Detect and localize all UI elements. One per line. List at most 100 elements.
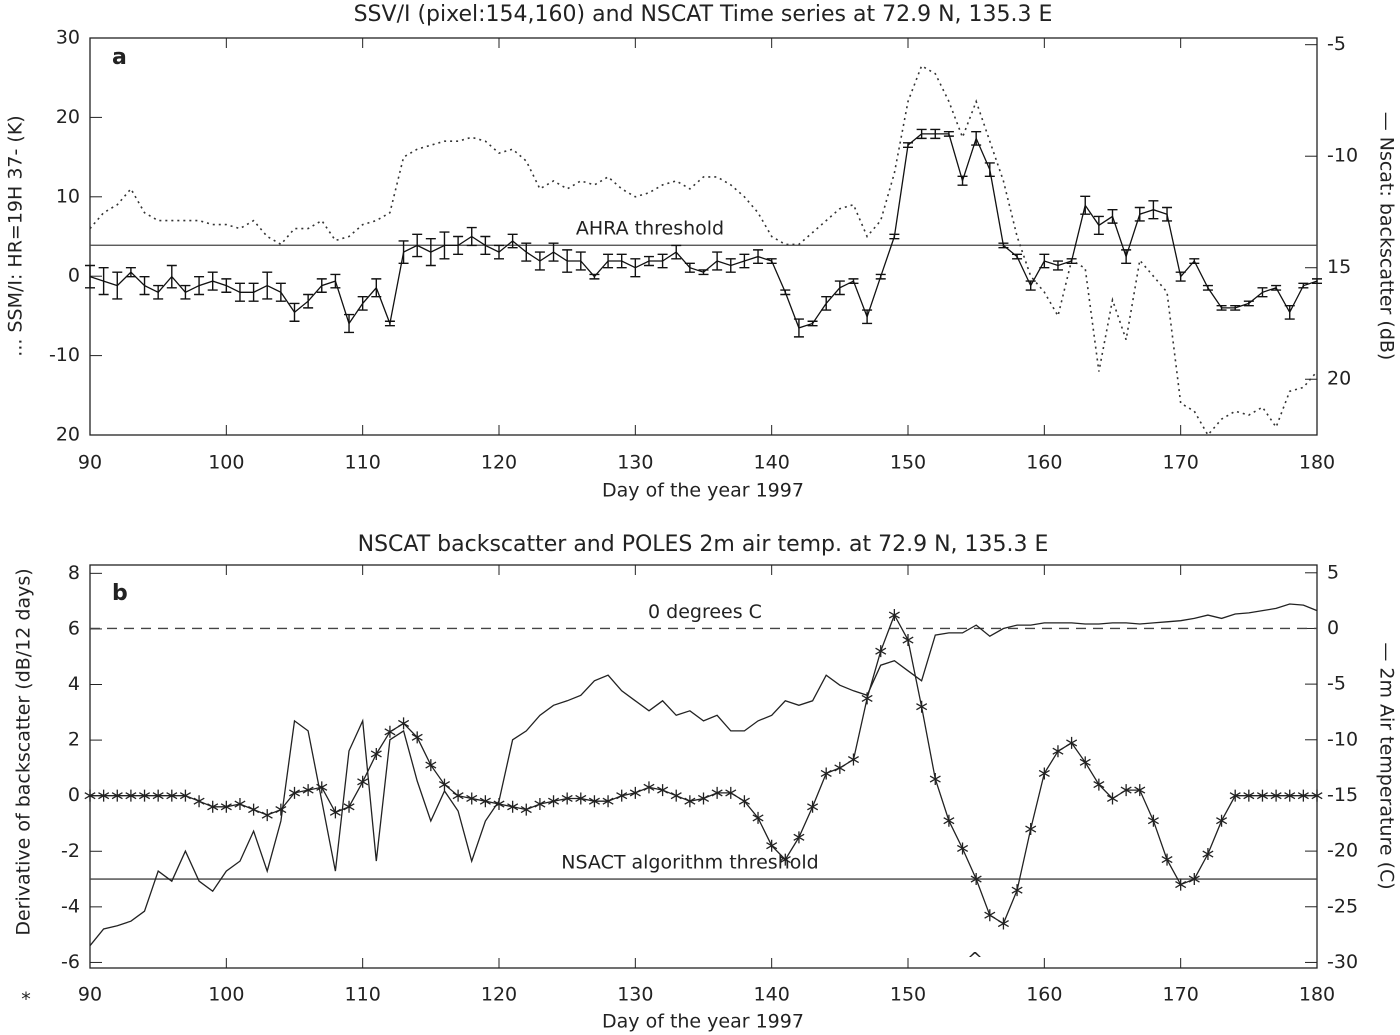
- error-bar: [139, 275, 150, 296]
- x-tick-label: 90: [78, 452, 102, 474]
- star-marker: [438, 778, 450, 791]
- x-tick-label: 140: [754, 984, 790, 1006]
- error-bar: [439, 231, 450, 260]
- error-bar: [316, 278, 327, 293]
- error-bar: [548, 242, 559, 262]
- y2-tick-label: 20: [1327, 368, 1351, 390]
- star-marker: [1188, 873, 1200, 886]
- error-bar: [589, 273, 600, 280]
- y-tick-label: -10: [49, 344, 80, 366]
- error-bar: [221, 278, 232, 293]
- y-tick-label: -6: [61, 951, 80, 973]
- star-marker: [575, 792, 587, 805]
- star-marker: [929, 773, 941, 786]
- star-marker: [125, 789, 137, 802]
- star-marker: [738, 795, 750, 808]
- error-bar: [671, 244, 682, 260]
- error-bar: [998, 242, 1009, 249]
- star-marker: [875, 645, 887, 658]
- star-marker: [834, 761, 846, 774]
- error-bar: [984, 162, 995, 177]
- error-bar: [739, 253, 750, 269]
- y2-tick-label: -5: [1327, 673, 1346, 695]
- y2-axis-label: — 2m Air temperature (C): [1376, 642, 1398, 889]
- y-axis-label: ... SSM/I: HR=19H 37- (K): [5, 115, 27, 356]
- error-bar: [1243, 300, 1254, 307]
- star-marker: [588, 795, 600, 808]
- error-bar: [834, 280, 845, 296]
- error-bar: [1052, 260, 1063, 271]
- y2-tick-label: -5: [1327, 33, 1346, 55]
- y2-tick-label: 5: [1327, 561, 1339, 583]
- series-line: [89, 64, 1318, 437]
- star-marker: [847, 753, 859, 766]
- y-tick-label: -2: [61, 840, 80, 862]
- y2-tick-label: 0: [1327, 617, 1339, 639]
- panel-label: b: [112, 581, 128, 606]
- star-marker: [111, 789, 123, 802]
- star-marker: [357, 775, 369, 788]
- error-bar: [303, 293, 314, 309]
- error-bar: [753, 249, 764, 264]
- error-bar: [1257, 287, 1268, 298]
- x-axis-label: Day of the year 1997: [602, 480, 804, 502]
- error-bar: [1093, 215, 1104, 235]
- error-bar: [85, 264, 95, 289]
- error-bar: [1202, 284, 1213, 291]
- error-bar: [684, 262, 695, 273]
- error-bar: [875, 273, 886, 280]
- y-tick-label: 0: [68, 265, 80, 287]
- x-tick-label: 160: [1026, 452, 1062, 474]
- star-marker: [193, 795, 205, 808]
- star-marker: [166, 789, 178, 802]
- y-tick-label: 8: [68, 562, 80, 584]
- star-marker: [98, 789, 110, 802]
- panel-label: a: [112, 45, 127, 70]
- annotation: ^: [967, 949, 983, 971]
- star-marker: [1052, 745, 1064, 758]
- error-bar: [1080, 195, 1091, 215]
- error-bar: [1134, 206, 1145, 222]
- y-tick-label: 20: [56, 106, 80, 128]
- error-bar: [234, 282, 245, 302]
- error-bar: [1039, 253, 1050, 269]
- star-marker: [779, 853, 791, 866]
- star-marker: [970, 873, 982, 886]
- error-bar: [166, 264, 177, 289]
- x-tick-label: 110: [345, 984, 381, 1006]
- y2-tick-label: -10: [1327, 728, 1358, 750]
- star-marker: [602, 795, 614, 808]
- error-bar: [575, 251, 586, 271]
- x-tick-label: 150: [890, 984, 926, 1006]
- y2-tick-label: -20: [1327, 840, 1358, 862]
- error-bar: [480, 235, 491, 256]
- star-marker: [684, 795, 696, 808]
- chart-title: NSCAT backscatter and POLES 2m air temp.…: [358, 532, 1049, 557]
- star-marker: [1025, 823, 1037, 836]
- star-marker: [997, 917, 1009, 930]
- x-tick-label: 120: [481, 452, 517, 474]
- error-bar: [780, 289, 791, 296]
- star-marker: [616, 789, 628, 802]
- star-marker: [425, 759, 437, 772]
- error-bar: [1271, 284, 1282, 291]
- error-bar: [344, 313, 355, 334]
- chart-title: SSV/I (pixel:154,160) and NSCAT Time ser…: [354, 2, 1053, 27]
- error-bar: [153, 284, 164, 300]
- error-bar: [903, 142, 913, 148]
- y-tick-label: 30: [56, 27, 80, 49]
- error-bar: [1107, 209, 1118, 224]
- error-bar: [562, 249, 573, 273]
- star-marker: [84, 789, 96, 802]
- star-marker: [234, 798, 246, 811]
- x-tick-label: 170: [1163, 452, 1199, 474]
- error-bar: [643, 255, 654, 267]
- error-bar: [207, 271, 218, 291]
- star-marker: [534, 798, 546, 811]
- error-bar: [289, 302, 300, 322]
- error-bar: [1148, 200, 1159, 220]
- reference-label: NSACT algorithm threshold: [561, 852, 818, 874]
- error-bar: [384, 320, 395, 327]
- x-tick-label: 170: [1163, 984, 1199, 1006]
- star-marker: [725, 786, 737, 799]
